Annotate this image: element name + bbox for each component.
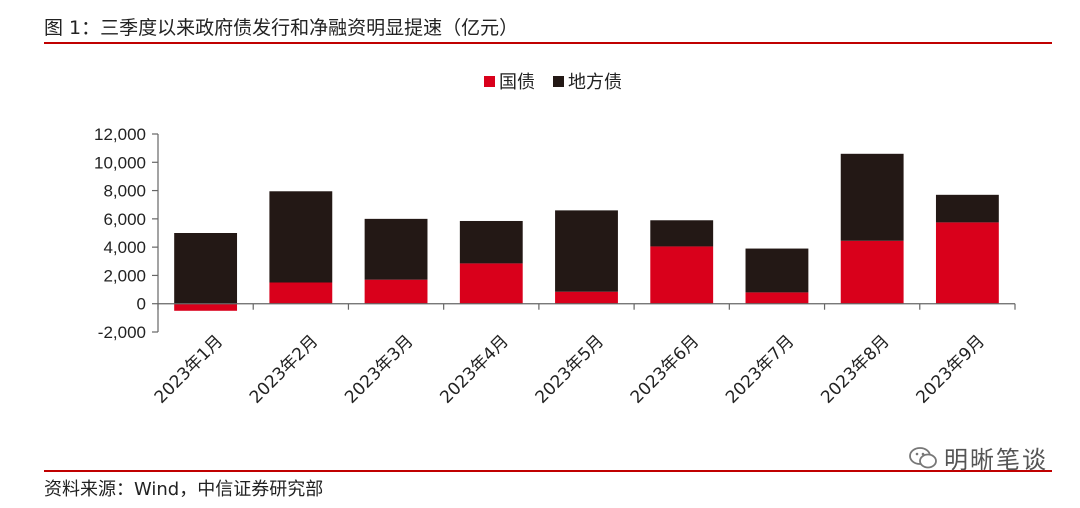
title-divider [44, 42, 1052, 44]
bar-guozhai-3 [364, 279, 428, 304]
chart-title: 图 1：三季度以来政府债发行和净融资明显提速（亿元） [44, 17, 519, 39]
bar-difangzhai-6 [650, 220, 714, 247]
footer-divider [44, 470, 1052, 472]
legend-swatch-difangzhai [553, 76, 564, 87]
bar-difangzhai-7 [745, 248, 809, 293]
source-note: 资料来源：Wind，中信证券研究部 [44, 479, 324, 500]
y-tick-label: 10,000 [94, 153, 146, 172]
x-axis: 2023年1月 2023年2月 2023年3月 2023年4月 2023年5月 2023年… [151, 303, 1016, 408]
bars [174, 153, 999, 311]
bar-guozhai-2 [269, 282, 333, 304]
bar-guozhai-8 [840, 240, 904, 304]
bar-guozhai-4 [459, 263, 523, 304]
watermark-text: 明晰笔谈 [944, 446, 1048, 474]
x-tick-label: 2023年8月 [817, 331, 893, 407]
legend: 国债 地方债 [484, 72, 622, 93]
y-tick-label: 12,000 [94, 125, 146, 144]
bar-difangzhai-5 [555, 210, 618, 292]
x-tick-label: 2023年3月 [341, 331, 417, 407]
bar-difangzhai-4 [459, 220, 523, 264]
y-tick-label: 6,000 [103, 210, 146, 229]
x-tick-label: 2023年1月 [151, 331, 227, 407]
bar-guozhai-1 [174, 303, 238, 311]
x-tick-label: 2023年4月 [436, 331, 512, 407]
bar-guozhai-6 [650, 246, 714, 304]
x-tick-label: 2023年7月 [722, 331, 798, 407]
x-tick-label: 2023年6月 [627, 331, 703, 407]
y-tick-label: 8,000 [103, 182, 146, 201]
y-tick-label: 0 [137, 295, 146, 314]
bar-difangzhai-2 [269, 191, 333, 283]
legend-swatch-guozhai [484, 76, 495, 87]
bar-difangzhai-3 [364, 218, 428, 280]
y-tick-label: 2,000 [103, 266, 146, 285]
legend-label: 国债 [499, 72, 535, 93]
stacked-bar-chart: 国债 地方债 12,000 10,000 8,000 6,000 4,000 2,000 0 -… [94, 72, 1016, 408]
bar-guozhai-5 [555, 291, 618, 304]
bar-guozhai-7 [745, 292, 809, 304]
bar-difangzhai-8 [840, 153, 904, 241]
x-tick-label: 2023年9月 [912, 331, 988, 407]
y-tick-label: -2,000 [98, 323, 146, 342]
watermark: 明晰笔谈 [908, 440, 1048, 475]
bar-guozhai-9 [935, 222, 999, 304]
y-axis: 12,000 10,000 8,000 6,000 4,000 2,000 0 -2,000 [94, 125, 159, 342]
legend-label: 地方债 [568, 72, 622, 93]
x-tick-label: 2023年2月 [246, 331, 322, 407]
x-tick-label: 2023年5月 [532, 331, 608, 407]
y-tick-label: 4,000 [103, 238, 146, 257]
bar-difangzhai-1 [174, 233, 238, 304]
wechat-icon [908, 445, 938, 471]
bar-difangzhai-9 [935, 194, 999, 223]
